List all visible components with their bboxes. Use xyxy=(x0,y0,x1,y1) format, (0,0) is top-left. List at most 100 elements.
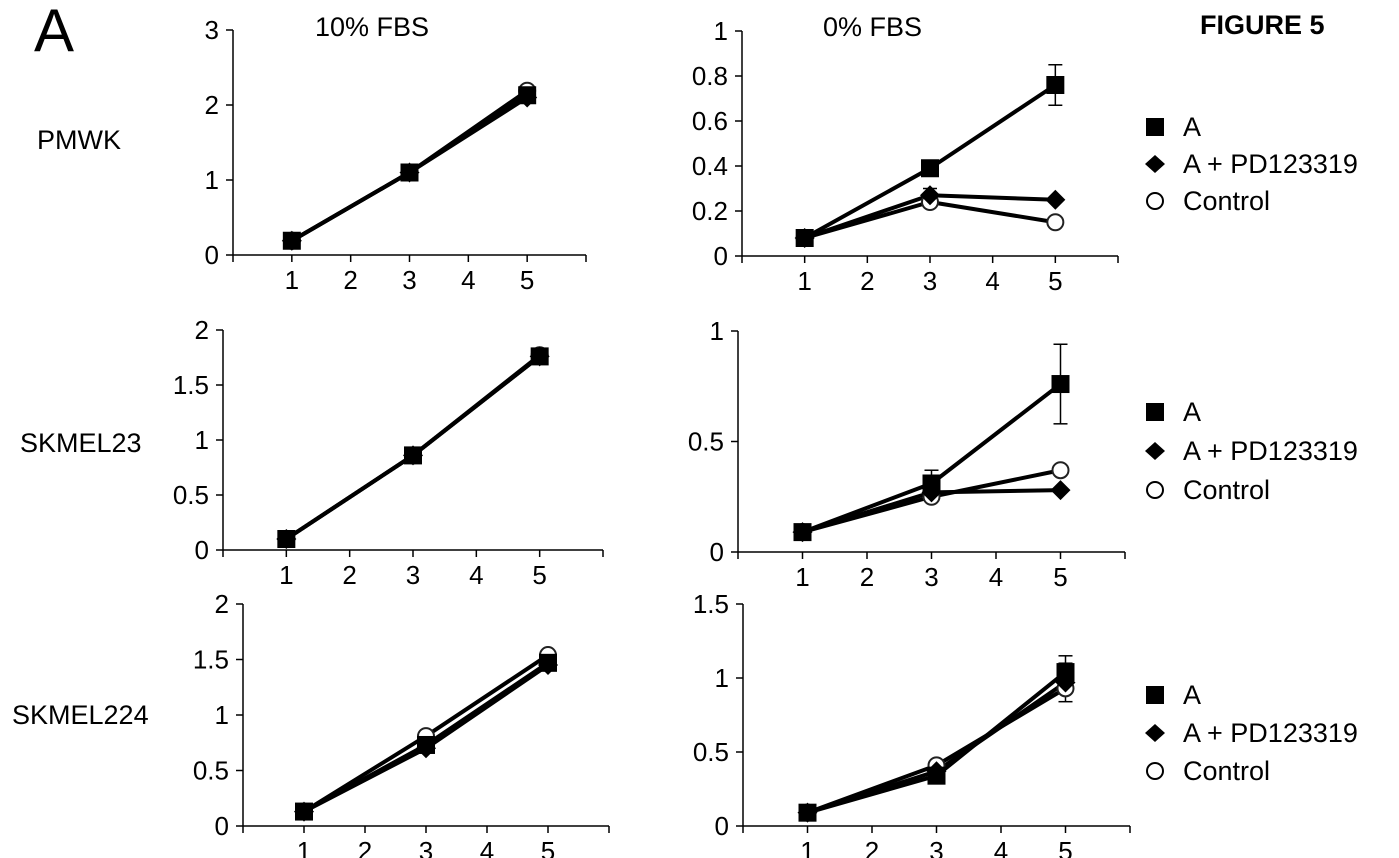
x-tick-label: 5 xyxy=(1058,836,1072,858)
y-tick-label: 0.6 xyxy=(692,106,728,136)
y-tick-label: 0 xyxy=(710,537,724,567)
square-point xyxy=(518,86,537,105)
open-circle-marker-icon xyxy=(1146,762,1164,780)
open-circle-marker-icon xyxy=(1146,192,1164,210)
square-point xyxy=(1056,663,1075,682)
x-tick-label: 2 xyxy=(358,836,372,858)
y-tick-label: 1 xyxy=(195,425,209,455)
square-point xyxy=(400,163,419,182)
square-point xyxy=(922,474,941,493)
diamond-point xyxy=(1045,189,1066,210)
x-tick-label: 3 xyxy=(929,836,943,858)
legend-item: Control xyxy=(1143,475,1399,505)
x-tick-label: 5 xyxy=(1053,562,1067,592)
y-tick-label: 0.5 xyxy=(688,427,724,457)
y-tick-label: 0.2 xyxy=(692,196,728,226)
y-tick-label: 1.5 xyxy=(693,589,729,619)
x-tick-label: 4 xyxy=(461,265,475,295)
y-tick-label: 1.5 xyxy=(173,370,209,400)
square-point xyxy=(795,229,814,247)
legend-label: A + PD123319 xyxy=(1183,149,1358,179)
legend-item: A + PD123319 xyxy=(1143,718,1399,748)
square-point xyxy=(927,766,946,785)
legend-item: Control xyxy=(1143,186,1399,216)
diamond-marker-icon xyxy=(1145,724,1165,742)
diamond-marker-icon xyxy=(1145,442,1165,460)
condition-label-10pct: 10% FBS xyxy=(315,12,430,42)
square-point xyxy=(282,231,301,250)
circle-point xyxy=(1046,213,1065,232)
y-tick-label: 0.5 xyxy=(693,737,729,767)
panel-letter: A xyxy=(34,0,75,64)
x-tick-label: 4 xyxy=(480,836,494,858)
x-tick-label: 4 xyxy=(989,562,1003,592)
x-tick-label: 2 xyxy=(860,266,874,296)
y-tick-label: 0.4 xyxy=(692,151,728,181)
y-tick-label: 0.5 xyxy=(193,756,229,786)
x-tick-label: 5 xyxy=(541,836,555,858)
y-tick-label: 1 xyxy=(215,700,229,730)
circle-point xyxy=(1051,461,1070,480)
y-tick-label: 3 xyxy=(205,15,219,45)
legend-item: Control xyxy=(1143,756,1399,786)
x-tick-label: 2 xyxy=(860,562,874,592)
legend-item: A xyxy=(1143,397,1399,427)
legend-label: Control xyxy=(1183,756,1271,786)
x-tick-label: 5 xyxy=(520,265,534,295)
legend-item: A xyxy=(1143,112,1399,142)
y-tick-label: 1 xyxy=(205,165,219,195)
legend-label: Control xyxy=(1183,186,1271,216)
y-tick-label: 0 xyxy=(715,811,729,841)
legend-item: A + PD123319 xyxy=(1143,436,1399,466)
x-tick-label: 3 xyxy=(406,560,420,590)
y-tick-label: 2 xyxy=(195,315,209,345)
square-point xyxy=(530,347,549,366)
square-point xyxy=(277,530,296,548)
y-tick-label: 0.8 xyxy=(692,61,728,91)
x-tick-label: 2 xyxy=(343,265,357,295)
row-label-pmwk: PMWK xyxy=(37,125,121,155)
y-tick-label: 0 xyxy=(215,811,229,841)
y-tick-label: 1 xyxy=(714,16,728,46)
diamond-marker-icon xyxy=(1145,155,1165,173)
x-tick-label: 3 xyxy=(402,265,416,295)
x-tick-label: 4 xyxy=(985,266,999,296)
square-point xyxy=(1051,375,1070,394)
y-tick-label: 1 xyxy=(710,316,724,346)
x-tick-label: 3 xyxy=(419,836,433,858)
square-point xyxy=(539,653,557,672)
legend-label: A + PD123319 xyxy=(1183,718,1358,748)
diamond-point xyxy=(1050,480,1071,501)
legend-label: A xyxy=(1183,397,1202,427)
y-tick-label: 1 xyxy=(715,663,729,693)
y-tick-label: 0 xyxy=(195,535,209,565)
x-tick-label: 1 xyxy=(800,836,814,858)
y-tick-label: 0 xyxy=(714,241,728,271)
square-point xyxy=(417,735,435,754)
legend-item: A + PD123319 xyxy=(1143,149,1399,179)
x-tick-label: 1 xyxy=(297,836,311,858)
legend-item: A xyxy=(1143,680,1399,710)
series-line xyxy=(806,670,1067,815)
legend-label: Control xyxy=(1183,475,1271,505)
y-tick-label: 0 xyxy=(205,240,219,270)
row-label-skmel23: SKMEL23 xyxy=(20,428,142,458)
row-label-skmel224: SKMEL224 xyxy=(12,700,149,730)
y-tick-label: 1.5 xyxy=(193,645,229,675)
x-tick-label: 5 xyxy=(1048,266,1062,296)
square-marker-icon xyxy=(1146,403,1164,421)
square-point xyxy=(404,446,422,465)
x-tick-label: 4 xyxy=(994,836,1008,858)
legend-label: A xyxy=(1183,680,1202,710)
x-tick-label: 1 xyxy=(797,266,811,296)
square-marker-icon xyxy=(1146,118,1164,136)
square-point xyxy=(793,523,812,542)
square-point xyxy=(798,803,817,822)
x-tick-label: 1 xyxy=(795,562,809,592)
square-marker-icon xyxy=(1146,686,1164,704)
square-point xyxy=(295,802,313,821)
y-tick-label: 0.5 xyxy=(173,480,209,510)
square-point xyxy=(1046,76,1065,94)
square-point xyxy=(921,159,939,178)
x-tick-label: 1 xyxy=(285,265,299,295)
